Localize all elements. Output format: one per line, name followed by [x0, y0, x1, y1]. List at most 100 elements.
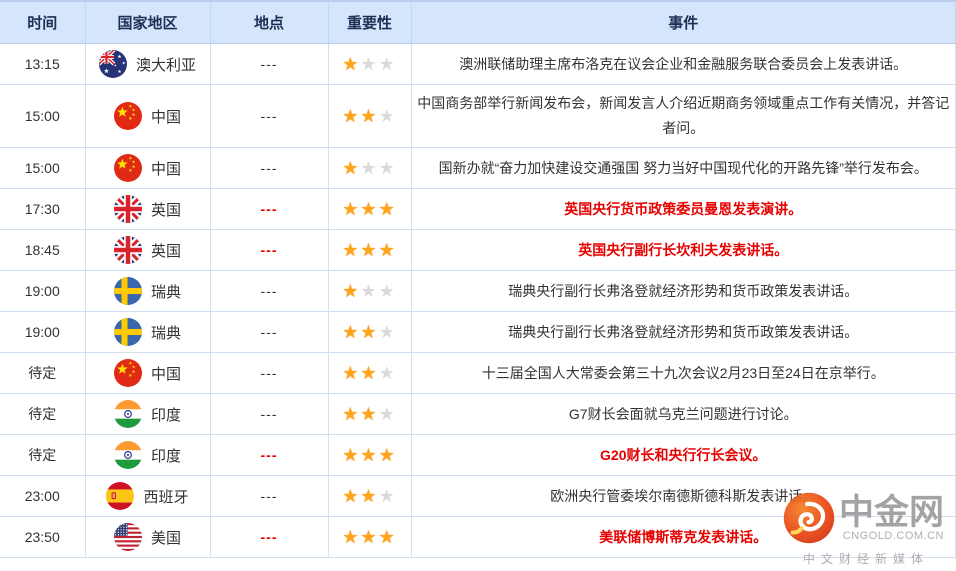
table-row: 待定 印度 --- ★★★ G20财长和央行行长会议。	[0, 434, 956, 476]
event-cell: 国新办就“奋力加快建设交通强国 努力当好中国现代化的开路先锋”举行发布会。	[410, 147, 956, 189]
table-row: 待定 印度 --- ★★★ G7财长会面就乌克兰问题进行讨论。	[0, 393, 956, 435]
star-icon: ★	[360, 53, 379, 74]
country-cell: 美国	[84, 516, 211, 558]
country-label: 英国	[150, 242, 181, 260]
table-row: 23:00 西班牙 --- ★★★ 欧洲央行管委埃尔南德斯德科斯发表讲话。	[0, 475, 956, 517]
china-flag-icon	[113, 359, 142, 387]
star-icon: ★	[360, 444, 379, 465]
uk-flag-icon	[113, 195, 142, 223]
event-cell: 欧洲央行管委埃尔南德斯德科斯发表讲话。	[410, 475, 956, 517]
calendar-header: 时间 国家地区 地点 重要性 事件	[0, 0, 956, 44]
star-icon: ★	[360, 239, 379, 260]
time-cell: 19:00	[0, 270, 86, 312]
event-cell: 瑞典央行副行长弗洛登就经济形势和货币政策发表讲话。	[410, 270, 956, 312]
col-header-importance: 重要性	[327, 0, 412, 44]
spain-flag-icon	[106, 482, 135, 510]
star-icon: ★	[342, 53, 361, 74]
time-cell: 19:00	[0, 311, 86, 353]
time-cell: 15:00	[0, 84, 86, 148]
table-row: 18:45 英国 --- ★★★ 英国央行副行长坎利夫发表讲话。	[0, 229, 956, 271]
time-cell: 17:30	[0, 188, 86, 230]
country-label: 中国	[150, 108, 181, 126]
country-cell: 印度	[84, 434, 211, 476]
country-label: 瑞典	[150, 324, 181, 342]
star-icon: ★	[342, 321, 361, 342]
country-cell: 中国	[84, 84, 211, 148]
col-header-country: 国家地区	[84, 0, 211, 44]
country-cell: 印度	[84, 393, 211, 435]
star-icon: ★	[378, 526, 397, 547]
country-label: 西班牙	[143, 488, 189, 506]
table-row: 19:00 瑞典 --- ★★★ 瑞典央行副行长弗洛登就经济形势和货币政策发表讲话。	[0, 270, 956, 312]
star-icon: ★	[360, 526, 379, 547]
star-icon: ★	[378, 157, 397, 178]
event-cell: 英国央行货币政策委员曼恩发表演讲。	[410, 188, 956, 230]
table-row: 15:00 中国 --- ★★★ 国新办就“奋力加快建设交通强国 努力当好中国现代化的…	[0, 147, 956, 189]
star-icon: ★	[378, 362, 397, 383]
star-icon: ★	[342, 444, 361, 465]
country-cell: 澳大利亚	[84, 43, 211, 85]
importance-stars: ★★★	[327, 393, 412, 435]
time-cell: 待定	[0, 393, 86, 435]
table-row: 17:30 英国 --- ★★★ 英国央行货币政策委员曼恩发表演讲。	[0, 188, 956, 230]
location-cell: ---	[209, 270, 329, 312]
importance-stars: ★★★	[327, 43, 412, 85]
location-cell: ---	[209, 516, 329, 558]
calendar-body: 13:15 澳大利亚 --- ★★★ 澳洲联储助理主席布洛克在议会企业和金融服务联合委…	[0, 43, 956, 558]
country-cell: 英国	[84, 229, 211, 271]
country-cell: 中国	[84, 147, 211, 189]
star-icon: ★	[378, 321, 397, 342]
star-icon: ★	[342, 280, 361, 301]
table-row: 15:00 中国 --- ★★★ 中国商务部举行新闻发布会，新闻发言人介绍近期商务领域…	[0, 84, 956, 148]
star-icon: ★	[342, 403, 361, 424]
china-flag-icon	[113, 154, 142, 182]
time-cell: 13:15	[0, 43, 86, 85]
star-icon: ★	[342, 157, 361, 178]
time-cell: 15:00	[0, 147, 86, 189]
importance-stars: ★★★	[327, 147, 412, 189]
star-icon: ★	[360, 321, 379, 342]
col-header-location: 地点	[209, 0, 329, 44]
star-icon: ★	[342, 105, 361, 126]
location-cell: ---	[209, 352, 329, 394]
country-cell: 瑞典	[84, 270, 211, 312]
table-row: 23:50 美国 --- ★★★ 美联储博斯蒂克发表讲话。	[0, 516, 956, 558]
time-cell: 待定	[0, 434, 86, 476]
country-label: 印度	[150, 447, 181, 465]
star-icon: ★	[378, 280, 397, 301]
star-icon: ★	[360, 105, 379, 126]
event-cell: 中国商务部举行新闻发布会，新闻发言人介绍近期商务领域重点工作有关情况，并答记者问…	[410, 84, 956, 148]
star-icon: ★	[360, 485, 379, 506]
time-cell: 23:00	[0, 475, 86, 517]
col-header-time: 时间	[0, 0, 86, 44]
country-cell: 西班牙	[84, 475, 211, 517]
time-cell: 18:45	[0, 229, 86, 271]
location-cell: ---	[209, 434, 329, 476]
usa-flag-icon	[113, 523, 142, 551]
star-icon: ★	[342, 526, 361, 547]
country-cell: 英国	[84, 188, 211, 230]
event-cell: 瑞典央行副行长弗洛登就经济形势和货币政策发表讲话。	[410, 311, 956, 353]
event-cell: 澳洲联储助理主席布洛克在议会企业和金融服务联合委员会上发表讲话。	[410, 43, 956, 85]
event-cell: 英国央行副行长坎利夫发表讲话。	[410, 229, 956, 271]
india-flag-icon	[113, 400, 142, 428]
country-label: 瑞典	[150, 283, 181, 301]
importance-stars: ★★★	[327, 516, 412, 558]
star-icon: ★	[378, 403, 397, 424]
star-icon: ★	[378, 53, 397, 74]
time-cell: 23:50	[0, 516, 86, 558]
table-row: 13:15 澳大利亚 --- ★★★ 澳洲联储助理主席布洛克在议会企业和金融服务联合委…	[0, 43, 956, 85]
location-cell: ---	[209, 84, 329, 148]
sweden-flag-icon	[113, 318, 142, 346]
country-cell: 瑞典	[84, 311, 211, 353]
star-icon: ★	[378, 239, 397, 260]
importance-stars: ★★★	[327, 229, 412, 271]
importance-stars: ★★★	[327, 84, 412, 148]
importance-stars: ★★★	[327, 434, 412, 476]
event-cell: G20财长和央行行长会议。	[410, 434, 956, 476]
star-icon: ★	[342, 485, 361, 506]
star-icon: ★	[360, 280, 379, 301]
country-label: 美国	[150, 529, 181, 547]
calendar-table: 时间 国家地区 地点 重要性 事件 13:15 澳大利亚 --- ★★★ 澳洲联储助理…	[0, 0, 956, 558]
